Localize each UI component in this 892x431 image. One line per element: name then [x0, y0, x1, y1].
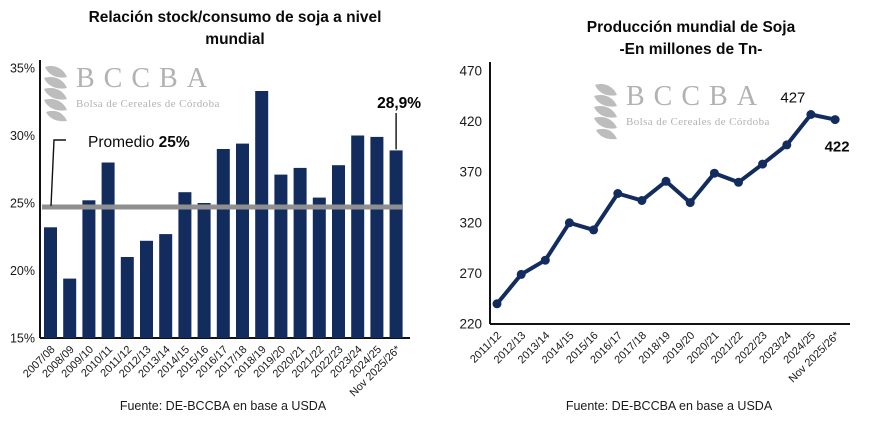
y-axis-tick-label: 15%: [10, 332, 35, 346]
bar: [255, 91, 269, 338]
y-axis-tick-label: 320: [459, 215, 482, 230]
bccba-watermark-left: BCCBA Bolsa de Cereales de Córdoba: [42, 64, 220, 122]
watermark-subtitle: Bolsa de Cereales de Córdoba: [626, 116, 770, 128]
right-source-note: Fuente: DE-BCCBA en base a USDA: [565, 399, 773, 413]
bar: [332, 165, 345, 338]
bar: [63, 278, 77, 338]
data-point-marker: [492, 299, 502, 309]
bar: [197, 203, 211, 338]
data-point-marker: [685, 198, 695, 208]
y-axis-tick-label: 220: [459, 317, 482, 332]
bar: [351, 135, 365, 338]
data-point-label: 427: [780, 90, 805, 107]
bar: [159, 234, 173, 338]
data-point-marker: [540, 255, 550, 265]
data-point-marker: [734, 177, 743, 187]
data-point-marker: [661, 176, 671, 186]
bar: [236, 143, 249, 338]
data-point-marker: [758, 159, 768, 169]
bar: [82, 200, 96, 338]
data-point-marker: [589, 225, 599, 235]
bar: [312, 197, 326, 338]
bar: [101, 162, 115, 338]
bar: [389, 150, 403, 338]
bar: [216, 149, 230, 338]
data-point-label: 422: [825, 139, 850, 156]
average-label-value: 25%: [159, 134, 190, 151]
left-chart-title-line1: Relación stock/consumo de soja a nivel: [88, 9, 382, 26]
y-axis-tick-label: 270: [459, 266, 482, 281]
data-point-marker: [782, 140, 792, 150]
right-chart-title-line2: -En millones de Tn-: [619, 41, 763, 58]
data-point-marker: [830, 115, 840, 125]
wheat-leaf-icon: [594, 84, 617, 140]
watermark-text-block: BCCBA Bolsa de Cereales de Córdoba: [626, 82, 770, 129]
watermark-brand: BCCBA: [76, 63, 216, 94]
y-axis-tick-label: 30%: [10, 129, 35, 143]
average-callout-line: [50, 139, 66, 207]
watermark-text-block: BCCBA Bolsa de Cereales de Córdoba: [76, 64, 220, 111]
wheat-leaf-icon: [44, 66, 67, 122]
data-point-marker: [564, 218, 574, 228]
bar: [370, 136, 384, 338]
average-label: Promedio 25%: [88, 134, 190, 151]
stock-consumption-chart-panel: Relación stock/consumo de soja a nivel m…: [10, 9, 421, 413]
data-point-marker: [709, 168, 719, 178]
bar: [120, 257, 134, 338]
bar-chart-plot: 35%30%25%20%15%Promedio 25%28,9%2007/082…: [10, 60, 421, 399]
y-axis-tick-label: 420: [459, 114, 482, 129]
bccba-watermark-right: BCCBA Bolsa de Cereales de Córdoba: [592, 82, 770, 140]
watermark-brand: BCCBA: [626, 81, 766, 112]
left-chart-title: Relación stock/consumo de soja a nivel m…: [12, 7, 458, 51]
bar: [140, 240, 153, 338]
watermark-subtitle: Bolsa de Cereales de Córdoba: [76, 98, 220, 110]
data-point-marker: [613, 189, 623, 198]
y-axis-tick-label: 470: [459, 64, 482, 79]
average-label-prefix: Promedio: [88, 134, 159, 151]
y-axis-tick-label: 25%: [10, 197, 35, 211]
y-axis-tick-label: 35%: [10, 62, 35, 76]
world-production-chart-panel: Producción mundial de Soja -En millones …: [446, 0, 892, 431]
right-chart-title: Producción mundial de Soja -En millones …: [468, 17, 892, 61]
left-source-note: Fuente: DE-BCCBA en base a USDA: [119, 399, 327, 413]
right-chart-title-line1: Producción mundial de Soja: [586, 19, 796, 36]
bar: [274, 174, 288, 338]
data-point-marker: [516, 269, 526, 279]
y-axis-tick-label: 20%: [10, 264, 35, 278]
left-chart-title-line2: mundial: [205, 31, 265, 48]
bar: [293, 167, 307, 338]
last-value-label: 28,9%: [377, 95, 421, 112]
data-point-marker: [637, 196, 647, 205]
bar: [44, 227, 57, 338]
data-point-marker: [806, 110, 816, 119]
bar: [178, 192, 192, 338]
y-axis-tick-label: 370: [459, 165, 482, 180]
line-chart-plot: 4704203703202702204274222011/122012/1320…: [459, 62, 850, 385]
average-line: [42, 204, 403, 210]
